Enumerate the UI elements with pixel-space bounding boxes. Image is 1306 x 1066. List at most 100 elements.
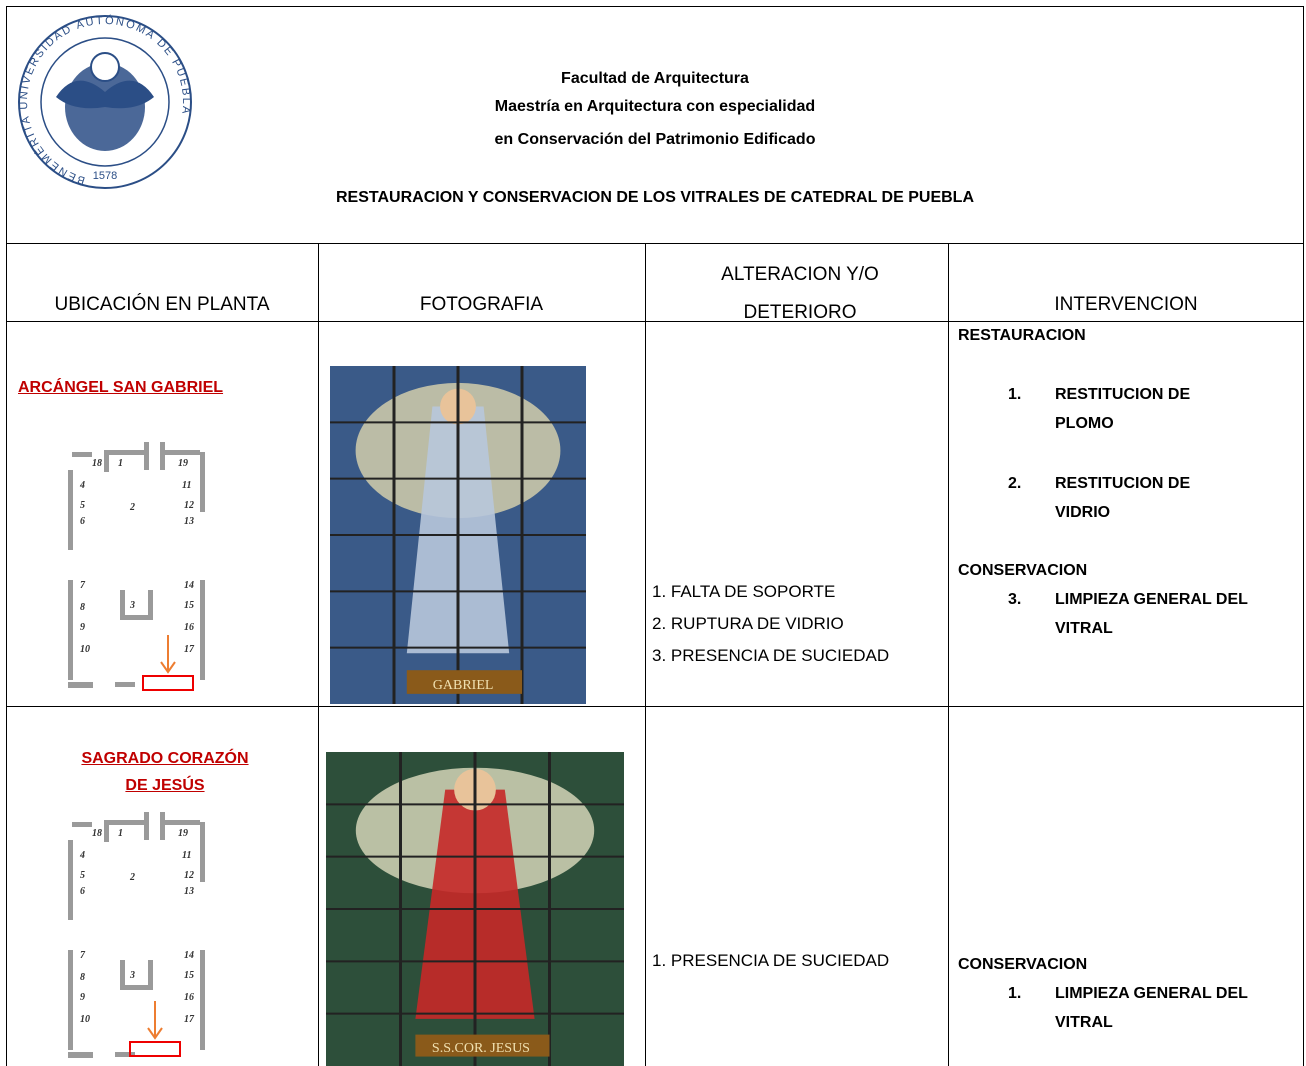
room-number: 14 (184, 950, 194, 961)
room-number: 11 (182, 480, 191, 491)
column-header: INTERVENCION (1054, 294, 1198, 315)
wall (68, 950, 73, 1050)
wall (68, 470, 73, 550)
wall (104, 452, 109, 472)
floor-plan: 18 1 19 4 11 5 2 12 6 13 7 14 8 3 15 9 16 10 17 (68, 812, 205, 1058)
border (6, 6, 1304, 7)
photo-caption: S.S.COR. JESUS (432, 1041, 530, 1056)
room-number: 16 (184, 622, 194, 633)
room-number: 14 (184, 580, 194, 591)
wall (104, 822, 109, 842)
wall (148, 960, 153, 990)
header-line: en Conservación del Patrimonio Edificado (494, 131, 816, 148)
floor-plan: 18 1 19 4 11 5 2 12 6 13 7 14 8 3 15 9 16 10 17 (68, 442, 205, 691)
room-number: 1 (118, 458, 123, 469)
damage-item: 3. PRESENCIA DE SUCIEDAD (652, 646, 890, 665)
border (6, 706, 1304, 707)
intervention-heading: CONSERVACION (958, 562, 1088, 579)
room-number: 18 (92, 828, 102, 839)
room-number: 17 (184, 644, 195, 655)
item-number: 3. (1008, 591, 1022, 608)
wall (200, 822, 205, 882)
border (1303, 6, 1304, 1066)
wall (200, 580, 205, 680)
room-number: 5 (80, 870, 85, 881)
wall (115, 1052, 135, 1057)
logo-year: 1578 (93, 170, 117, 182)
room-number: 11 (182, 850, 191, 861)
room-number: 13 (184, 516, 194, 527)
column-header: FOTOGRAFIA (419, 294, 544, 315)
wall (160, 442, 165, 470)
border (6, 6, 7, 1066)
photo: S.S.COR. JESUS (326, 752, 624, 1066)
room-number: 2 (129, 872, 135, 883)
item-text: RESTITUCION DE PLOMO (1055, 386, 1191, 432)
damage-list: 1. FALTA DE SOPORTE 2. RUPTURA DE VIDRIO… (652, 576, 889, 672)
room-number: 15 (184, 970, 194, 981)
damage-list: 1. PRESENCIA DE SUCIEDAD (652, 945, 889, 977)
room-number: 8 (80, 602, 85, 613)
wall (68, 1052, 93, 1058)
damage-item: 1. FALTA DE SOPORTE (652, 582, 836, 601)
wall (68, 580, 73, 680)
header-line: Maestría en Arquitectura con especialida… (494, 98, 816, 115)
highlight (129, 1041, 181, 1057)
room-number: 15 (184, 600, 194, 611)
wall (120, 960, 125, 990)
room-number: 7 (80, 580, 86, 591)
damage-item: 1. PRESENCIA DE SUCIEDAD (652, 951, 890, 970)
highlight (142, 675, 194, 691)
room-number: 9 (80, 622, 85, 633)
border (318, 243, 319, 1066)
wall (104, 450, 144, 455)
photo: GABRIEL (330, 366, 586, 704)
room-number: 4 (79, 850, 85, 861)
wall (120, 615, 150, 620)
wall (148, 590, 153, 620)
wall (160, 450, 200, 455)
room-number: 12 (184, 870, 194, 881)
item-number: 2. (1008, 475, 1022, 492)
wall (200, 950, 205, 1050)
item-text: LIMPIEZA GENERAL DEL VITRAL (1055, 985, 1248, 1031)
intervention-heading: CONSERVACION (958, 956, 1088, 973)
room-number: 3 (129, 600, 135, 611)
column-header: UBICACIÓN EN PLANTA (54, 294, 270, 315)
wall (115, 682, 135, 687)
border (6, 321, 1304, 322)
wall (160, 820, 200, 825)
item-text: RESTITUCION DE VIDRIO (1055, 475, 1191, 521)
wall (200, 452, 205, 512)
room-number: 6 (80, 886, 85, 897)
item-text: LIMPIEZA GENERAL DEL VITRAL (1055, 591, 1248, 637)
room-number: 6 (80, 516, 85, 527)
wall (72, 822, 92, 827)
wall (72, 452, 92, 457)
intervention-heading: RESTAURACION (958, 327, 1086, 344)
wall (160, 812, 165, 840)
room-number: 17 (184, 1014, 195, 1025)
room-number: 10 (80, 1014, 90, 1025)
location: SAGRADO CORAZÓN DE JESÚS (81, 750, 249, 794)
room-number: 10 (80, 644, 90, 655)
wall (120, 985, 150, 990)
room-number: 8 (80, 972, 85, 983)
arrow-head (160, 661, 176, 674)
location: ARCÁNGEL SAN GABRIEL (18, 379, 224, 396)
room-number: 9 (80, 992, 85, 1003)
room-number: 12 (184, 500, 194, 511)
room-number: 2 (129, 502, 135, 513)
room-number: 19 (178, 458, 188, 469)
wall (68, 682, 93, 688)
room-number: 18 (92, 458, 102, 469)
damage-item: 2. RUPTURA DE VIDRIO (652, 614, 844, 633)
border (645, 243, 646, 1066)
document-title: RESTAURACION Y CONSERVACION DE LOS VITRA… (336, 189, 974, 206)
plaque (406, 670, 522, 694)
room-number: 5 (80, 500, 85, 511)
wall (68, 840, 73, 920)
logo: BENEMÉRITA UNIVERSIDAD AUTÓNOMA DE PUEBL… (18, 14, 192, 189)
border (6, 243, 1304, 244)
room-number: 3 (129, 970, 135, 981)
